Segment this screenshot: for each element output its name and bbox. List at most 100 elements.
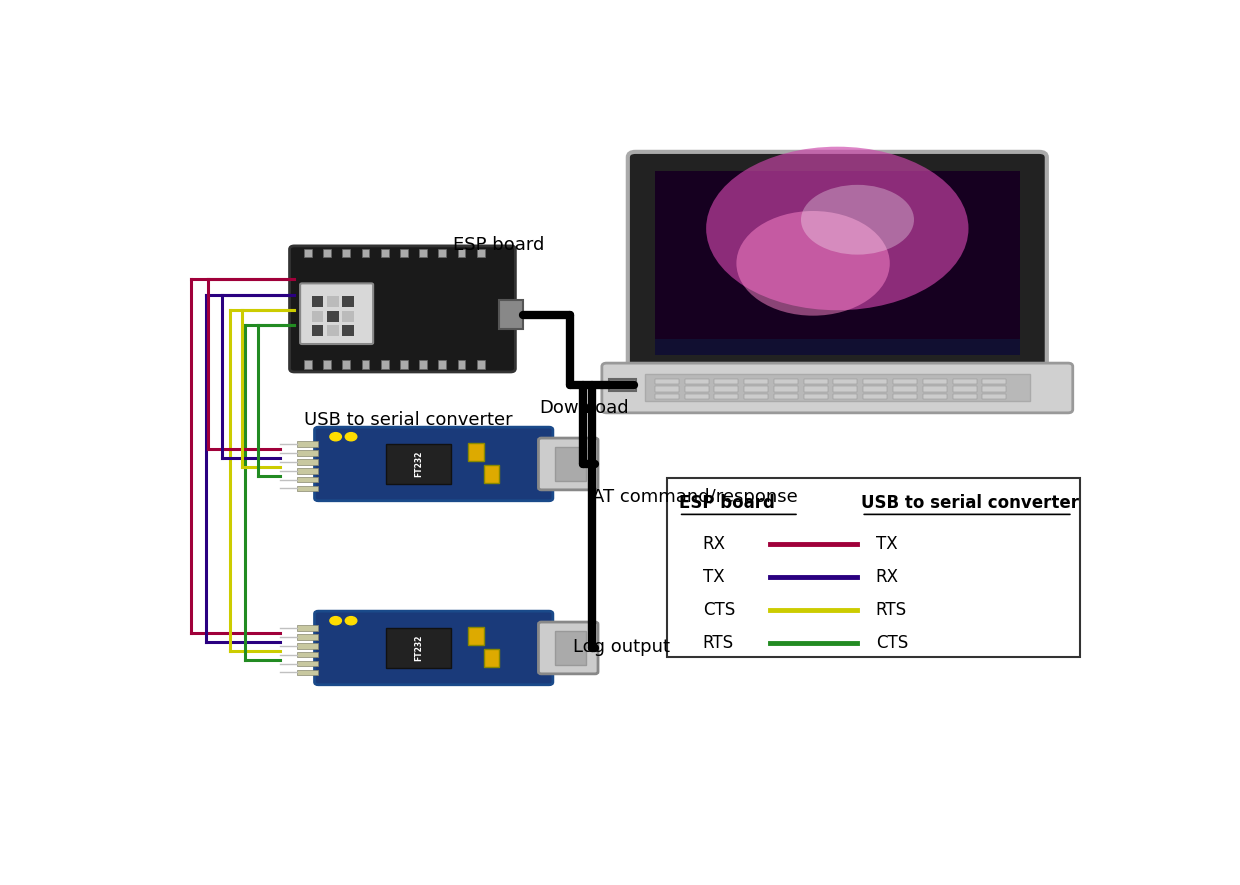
Bar (952, 394, 977, 399)
Bar (298, 635, 319, 640)
Bar (863, 379, 888, 384)
Bar (401, 359, 408, 368)
Bar (893, 394, 918, 399)
FancyBboxPatch shape (300, 283, 373, 344)
Text: CTS: CTS (875, 634, 908, 651)
Bar (311, 325, 324, 335)
Text: TX: TX (703, 568, 724, 586)
Bar (342, 325, 353, 335)
Bar (311, 311, 324, 321)
Bar (362, 249, 370, 258)
Bar (381, 359, 388, 368)
Bar (804, 386, 828, 392)
Bar (923, 386, 947, 392)
Bar (298, 652, 319, 658)
Bar (311, 296, 324, 307)
Bar (327, 296, 339, 307)
Bar (324, 359, 331, 368)
Bar (893, 386, 918, 392)
Text: FT232: FT232 (414, 635, 423, 661)
Text: ESP board: ESP board (678, 494, 775, 512)
Bar (298, 626, 319, 631)
Bar (298, 643, 319, 649)
Bar (381, 249, 388, 258)
Bar (298, 661, 319, 666)
Bar (982, 379, 1007, 384)
Bar (554, 447, 585, 481)
Circle shape (330, 433, 341, 441)
FancyBboxPatch shape (289, 246, 516, 372)
Bar (304, 249, 311, 258)
Text: RX: RX (875, 568, 899, 586)
Bar (982, 394, 1007, 399)
Bar (298, 477, 319, 482)
Bar (893, 379, 918, 384)
Ellipse shape (737, 211, 890, 316)
Bar (923, 394, 947, 399)
Bar (439, 249, 446, 258)
Bar (554, 631, 585, 665)
Bar (655, 386, 678, 392)
Bar (458, 249, 465, 258)
Bar (655, 394, 678, 399)
Bar (667, 478, 1080, 658)
FancyBboxPatch shape (627, 152, 1047, 381)
FancyBboxPatch shape (601, 363, 1073, 412)
Bar (484, 466, 498, 483)
FancyBboxPatch shape (538, 622, 598, 673)
Text: USB to serial converter: USB to serial converter (304, 412, 512, 429)
Bar (342, 249, 350, 258)
Text: RX: RX (703, 535, 725, 553)
Text: CTS: CTS (703, 601, 735, 619)
Bar (645, 374, 1029, 401)
Bar (469, 442, 484, 460)
Circle shape (330, 617, 341, 625)
Bar (439, 359, 446, 368)
Bar (298, 670, 319, 675)
Bar (804, 394, 828, 399)
Bar (324, 249, 331, 258)
Bar (714, 394, 738, 399)
Bar (923, 379, 947, 384)
Text: Download: Download (539, 399, 629, 417)
Bar (863, 386, 888, 392)
Bar (458, 359, 465, 368)
Bar (327, 325, 339, 335)
Bar (952, 386, 977, 392)
Text: USB to serial converter: USB to serial converter (862, 494, 1079, 512)
Bar (833, 379, 858, 384)
Bar (304, 359, 311, 368)
Bar (804, 379, 828, 384)
Bar (684, 386, 708, 392)
Bar (484, 650, 498, 667)
Bar (863, 394, 888, 399)
Bar (477, 249, 485, 258)
Bar (833, 386, 858, 392)
Bar (774, 386, 797, 392)
Ellipse shape (706, 147, 968, 311)
Bar (774, 394, 797, 399)
Bar (401, 249, 408, 258)
Text: ESP board: ESP board (453, 235, 544, 254)
Bar (982, 386, 1007, 392)
Text: TX: TX (875, 535, 898, 553)
Bar (327, 311, 339, 321)
Bar (386, 443, 451, 484)
Bar (362, 359, 370, 368)
FancyBboxPatch shape (315, 612, 553, 685)
Text: RTS: RTS (703, 634, 734, 651)
Bar (477, 359, 485, 368)
Bar (744, 379, 768, 384)
Bar (342, 296, 353, 307)
Bar (952, 379, 977, 384)
Bar (714, 379, 738, 384)
Bar (774, 379, 797, 384)
Bar (655, 171, 1021, 355)
Bar (386, 627, 451, 668)
Bar (744, 394, 768, 399)
Circle shape (345, 433, 357, 441)
Bar (833, 394, 858, 399)
Bar (298, 468, 319, 473)
Circle shape (345, 617, 357, 625)
Ellipse shape (801, 185, 914, 255)
